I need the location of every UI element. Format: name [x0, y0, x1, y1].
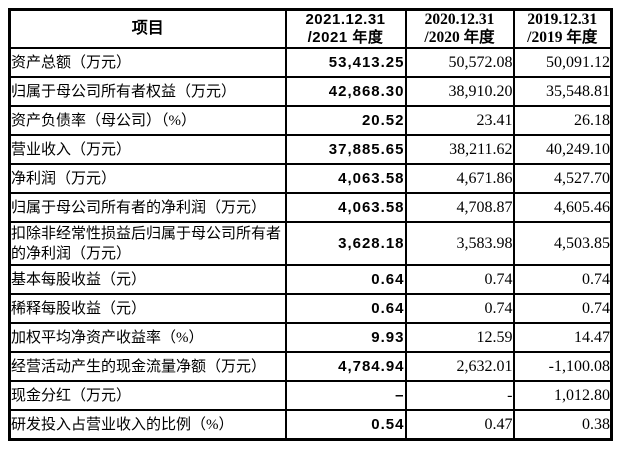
header-row: 项目 2021.12.31 /2021 年度 2020.12.31 /2020 … [8, 8, 613, 49]
row-label: 加权平均净资产收益率（%） [8, 322, 287, 353]
value-2019: 0.74 [512, 293, 613, 324]
value-2020: 38,910.20 [404, 76, 515, 107]
table-row-weighted-roe: 加权平均净资产收益率（%） 9.93 12.59 14.47 [8, 322, 613, 353]
value-2019: 26.18 [512, 105, 613, 136]
table-row-operating-cash-flow: 经营活动产生的现金流量净额（万元） 4,784.94 2,632.01 -1,1… [8, 351, 613, 382]
value-2021: 4,784.94 [284, 351, 407, 382]
row-label: 现金分红（万元） [8, 380, 287, 411]
value-2021: – [284, 380, 407, 411]
row-label: 扣除非经常性损益后归属于母公司所有者的净利润（万元） [8, 221, 287, 266]
value-2020: 50,572.08 [404, 47, 515, 78]
value-2019: 0.38 [512, 409, 613, 441]
row-label: 稀释每股收益（元） [8, 293, 287, 324]
value-2021: 0.64 [284, 264, 407, 295]
financial-summary-sheet: 项目 2021.12.31 /2021 年度 2020.12.31 /2020 … [8, 8, 613, 441]
table-row-rd-ratio: 研发投入占营业收入的比例（%） 0.54 0.47 0.38 [8, 409, 613, 441]
value-2021: 9.93 [284, 322, 407, 353]
value-2019: 35,548.81 [512, 76, 613, 107]
table-row-parent-net-profit: 归属于母公司所有者的净利润（万元） 4,063.58 4,708.87 4,60… [8, 192, 613, 223]
column-header-item: 项目 [8, 8, 287, 49]
value-2020: 12.59 [404, 322, 515, 353]
value-2021: 37,885.65 [284, 134, 407, 165]
value-2020: 2,632.01 [404, 351, 515, 382]
value-2019: 40,249.10 [512, 134, 613, 165]
value-2020: - [404, 380, 515, 411]
value-2019: 4,605.46 [512, 192, 613, 223]
column-header-2021: 2021.12.31 /2021 年度 [284, 8, 407, 49]
table-row-cash-dividend: 现金分红（万元） – - 1,012.80 [8, 380, 613, 411]
value-2020: 38,211.62 [404, 134, 515, 165]
table-row-parent-equity: 归属于母公司所有者权益（万元） 42,868.30 38,910.20 35,5… [8, 76, 613, 107]
column-header-2019-period: /2019 年度 [527, 29, 598, 46]
value-2020: 3,583.98 [404, 221, 515, 266]
value-2021: 20.52 [284, 105, 407, 136]
value-2020: 23.41 [404, 105, 515, 136]
value-2019: 4,527.70 [512, 163, 613, 194]
value-2021: 4,063.58 [284, 192, 407, 223]
row-label: 经营活动产生的现金流量净额（万元） [8, 351, 287, 382]
value-2020: 0.74 [404, 293, 515, 324]
column-header-2019-date: 2019.12.31 [527, 11, 598, 28]
value-2021: 4,063.58 [284, 163, 407, 194]
table-row-net-profit: 净利润（万元） 4,063.58 4,671.86 4,527.70 [8, 163, 613, 194]
financial-summary-table: 项目 2021.12.31 /2021 年度 2020.12.31 /2020 … [8, 8, 613, 441]
value-2020: 0.74 [404, 264, 515, 295]
row-label: 营业收入（万元） [8, 134, 287, 165]
row-label: 归属于母公司所有者的净利润（万元） [8, 192, 287, 223]
column-header-2020-date: 2020.12.31 [424, 11, 495, 28]
value-2019: 4,503.85 [512, 221, 613, 266]
column-header-2021-date: 2021.12.31 [305, 11, 386, 28]
table-row-diluted-eps: 稀释每股收益（元） 0.64 0.74 0.74 [8, 293, 613, 324]
table-row-debt-ratio: 资产负债率（母公司）（%） 20.52 23.41 26.18 [8, 105, 613, 136]
column-header-2020-period: /2020 年度 [424, 29, 495, 46]
row-label: 资产总额（万元） [8, 47, 287, 78]
value-2021: 42,868.30 [284, 76, 407, 107]
table-row-deducted-net-profit: 扣除非经常性损益后归属于母公司所有者的净利润（万元） 3,628.18 3,58… [8, 221, 613, 266]
value-2021: 53,413.25 [284, 47, 407, 78]
value-2021: 0.54 [284, 409, 407, 441]
row-label: 研发投入占营业收入的比例（%） [8, 409, 287, 441]
value-2020: 4,708.87 [404, 192, 515, 223]
row-label: 归属于母公司所有者权益（万元） [8, 76, 287, 107]
table-row-basic-eps: 基本每股收益（元） 0.64 0.74 0.74 [8, 264, 613, 295]
table-row-revenue: 营业收入（万元） 37,885.65 38,211.62 40,249.10 [8, 134, 613, 165]
value-2021: 0.64 [284, 293, 407, 324]
column-header-2019: 2019.12.31 /2019 年度 [512, 8, 613, 49]
row-label: 净利润（万元） [8, 163, 287, 194]
value-2019: -1,100.08 [512, 351, 613, 382]
value-2019: 14.47 [512, 322, 613, 353]
table-row-total-assets: 资产总额（万元） 53,413.25 50,572.08 50,091.12 [8, 47, 613, 78]
column-header-2020: 2020.12.31 /2020 年度 [404, 8, 515, 49]
value-2020: 0.47 [404, 409, 515, 441]
column-header-2021-period: /2021 年度 [307, 29, 384, 46]
value-2019: 50,091.12 [512, 47, 613, 78]
value-2019: 0.74 [512, 264, 613, 295]
row-label: 资产负债率（母公司）（%） [8, 105, 287, 136]
value-2021: 3,628.18 [284, 221, 407, 266]
value-2020: 4,671.86 [404, 163, 515, 194]
row-label: 基本每股收益（元） [8, 264, 287, 295]
value-2019: 1,012.80 [512, 380, 613, 411]
